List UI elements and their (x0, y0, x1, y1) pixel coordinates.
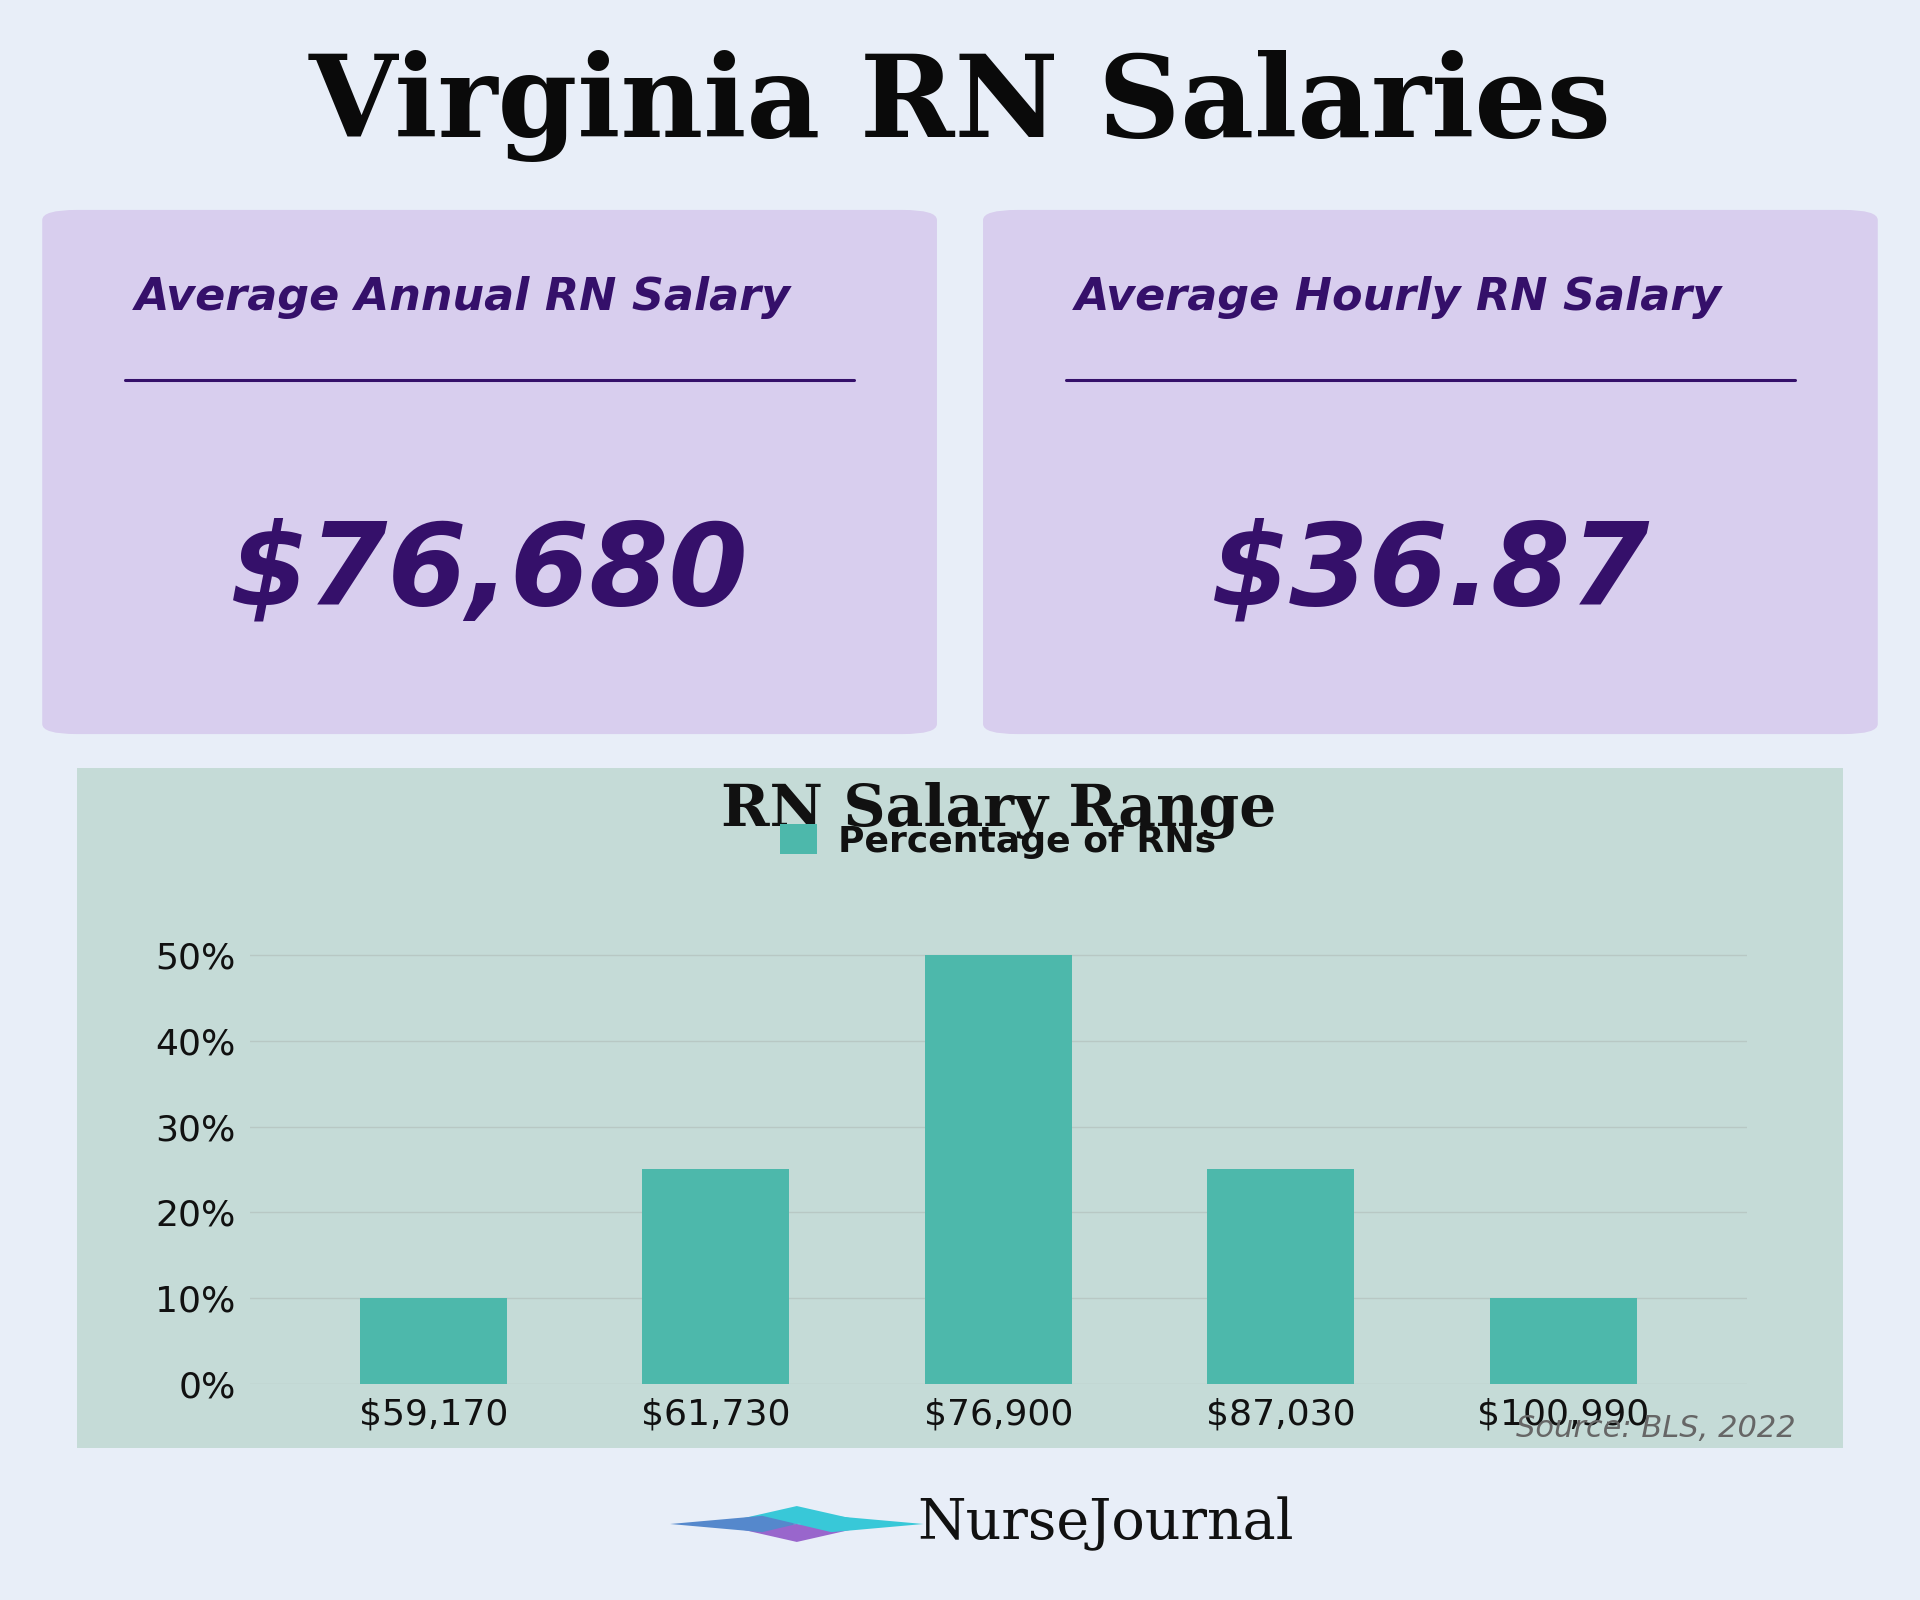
Text: Average Hourly RN Salary: Average Hourly RN Salary (1075, 275, 1722, 318)
Text: Average Annual RN Salary: Average Annual RN Salary (134, 275, 791, 318)
Bar (359, 1298, 507, 1384)
Polygon shape (739, 1523, 854, 1542)
Legend: Percentage of RNs: Percentage of RNs (766, 810, 1231, 874)
Text: $76,680: $76,680 (230, 517, 749, 629)
FancyBboxPatch shape (42, 755, 1878, 1462)
FancyBboxPatch shape (42, 210, 937, 734)
Text: Source: BLS, 2022: Source: BLS, 2022 (1515, 1414, 1795, 1443)
Title: RN Salary Range: RN Salary Range (720, 782, 1277, 838)
Bar (925, 955, 1071, 1384)
Bar (1490, 1298, 1638, 1384)
Text: $36.87: $36.87 (1212, 517, 1649, 629)
Polygon shape (670, 1515, 797, 1533)
Polygon shape (739, 1506, 854, 1523)
FancyBboxPatch shape (983, 210, 1878, 734)
Bar (1208, 1170, 1354, 1384)
Text: Virginia RN Salaries: Virginia RN Salaries (309, 50, 1611, 162)
Polygon shape (797, 1515, 924, 1533)
Text: NurseJournal: NurseJournal (918, 1496, 1294, 1552)
Bar (643, 1170, 789, 1384)
